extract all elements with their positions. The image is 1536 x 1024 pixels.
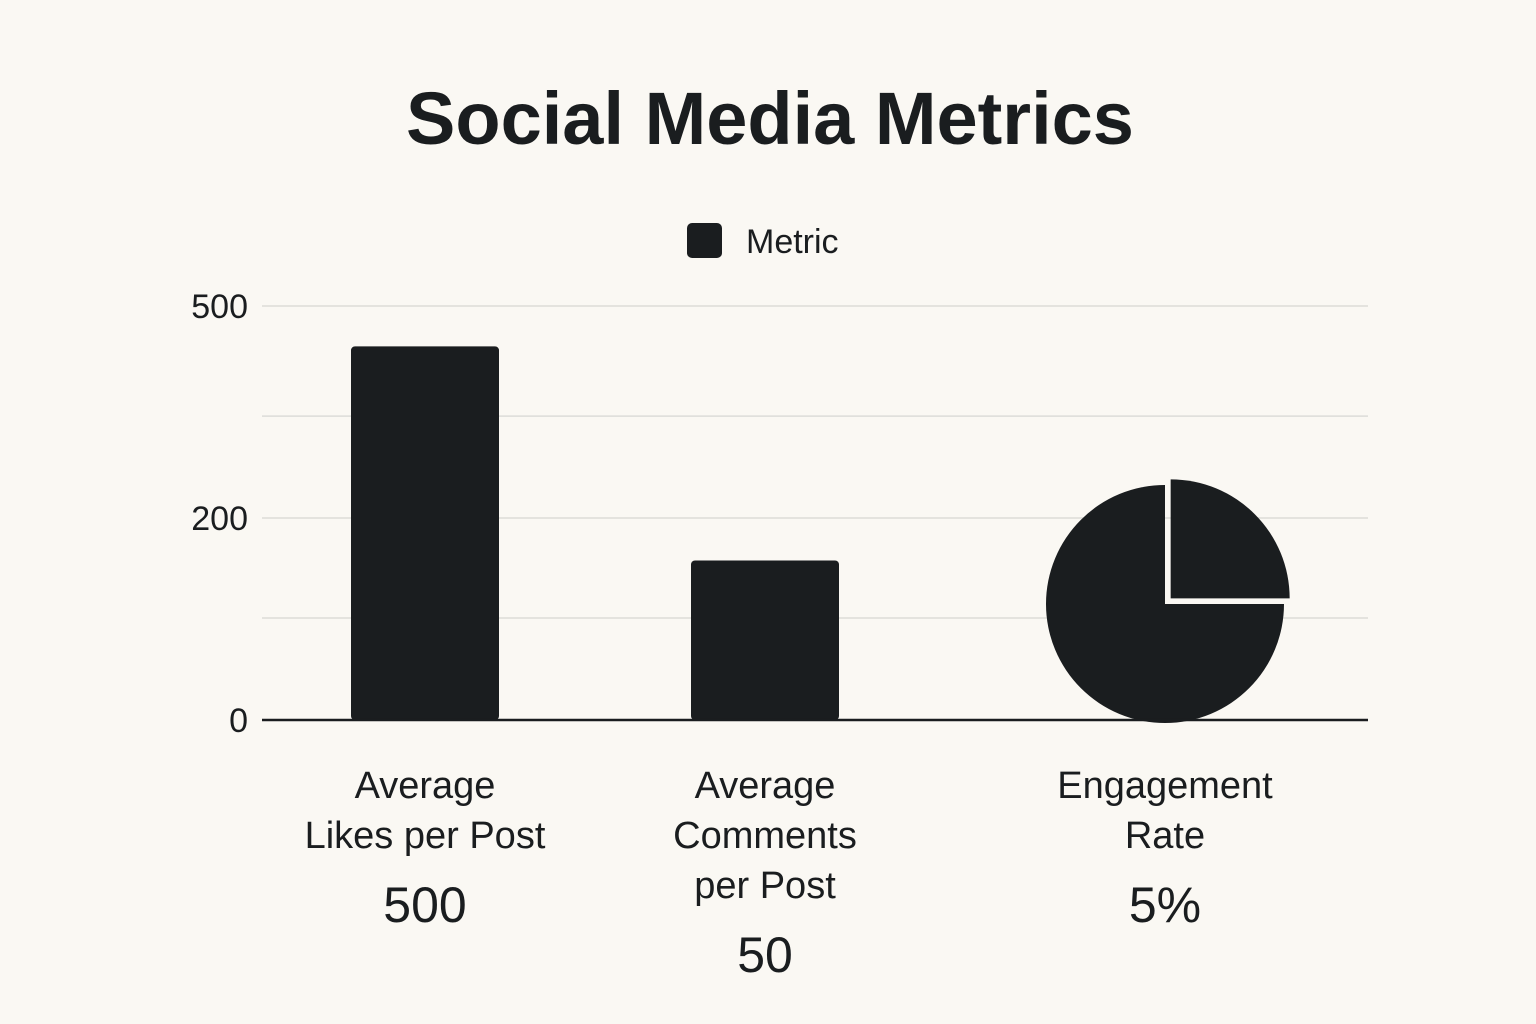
value-label: 50 [737, 927, 793, 983]
value-label: 500 [383, 877, 466, 933]
y-axis-ticks: 0 200 500 [191, 288, 248, 740]
value-label: 5% [1129, 877, 1201, 933]
legend-swatch [687, 223, 722, 258]
chart-marks [351, 346, 1290, 723]
chart-title: Social Media Metrics [406, 77, 1134, 160]
category-labels: Average Likes per Post 500 Average Comments p… [305, 765, 1274, 983]
pie-slice-remainder [1046, 485, 1284, 723]
category-label: Average [355, 765, 496, 807]
bar [691, 560, 839, 720]
category-label: Rate [1125, 815, 1205, 857]
bar [351, 346, 499, 720]
y-tick-label: 500 [191, 288, 248, 326]
y-tick-label: 0 [229, 702, 248, 740]
category-label: Average [695, 765, 836, 807]
category-label: Likes per Post [305, 815, 546, 857]
pie-slice-highlight [1170, 479, 1290, 599]
category-label: Comments [673, 815, 857, 857]
category-label: Engagement [1057, 765, 1273, 807]
legend-label: Metric [746, 223, 839, 261]
category-label: per Post [694, 865, 836, 907]
legend: Metric [687, 223, 839, 261]
y-tick-label: 200 [191, 500, 248, 538]
